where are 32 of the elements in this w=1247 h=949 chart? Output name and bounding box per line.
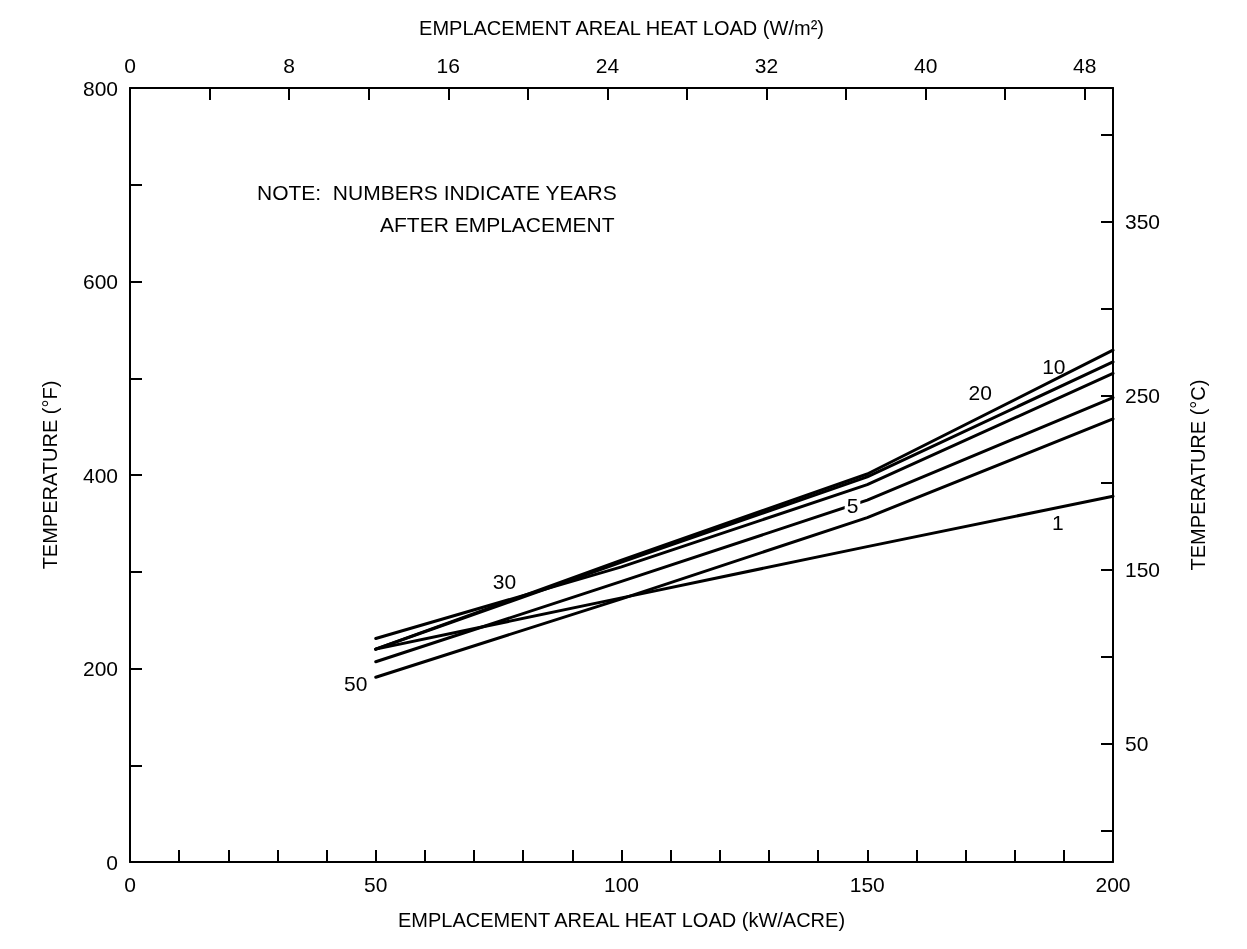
y2-axis-title: TEMPERATURE (°C) — [1187, 379, 1209, 571]
series-label: 50 — [344, 671, 368, 695]
x-axis-title: EMPLACEMENT AREAL HEAT LOAD (kW/ACRE) — [397, 909, 846, 931]
series-label: 10 — [1042, 355, 1066, 379]
x-tick-label: 50 — [364, 873, 388, 896]
x2-tick-label: 32 — [754, 54, 779, 77]
y-tick-label: 0 — [106, 850, 118, 874]
y2-tick-label: 50 — [1125, 732, 1149, 756]
series-label: 1 — [1052, 510, 1064, 534]
y-tick-label: 600 — [82, 270, 118, 293]
x2-tick-label: 0 — [124, 54, 136, 77]
series-label: 5 — [846, 493, 859, 517]
x2-tick-label: 48 — [1073, 54, 1097, 77]
y-tick-label: 200 — [82, 657, 118, 680]
y-axis-title: TEMPERATURE (°F) — [39, 380, 61, 570]
x2-axis-title: EMPLACEMENT AREAL HEAT LOAD (W/m²) — [419, 17, 824, 39]
x2-tick-label: 8 — [283, 54, 295, 77]
y-tick-label: 800 — [82, 76, 118, 100]
x-tick-label: 100 — [603, 873, 640, 896]
x2-tick-label: 16 — [436, 54, 460, 77]
y2-tick-label: 250 — [1125, 384, 1161, 408]
y2-tick-label: 350 — [1125, 210, 1161, 234]
x-tick-label: 200 — [1095, 873, 1131, 896]
x2-tick-label: 40 — [913, 54, 938, 77]
y-tick-label: 400 — [82, 463, 118, 487]
series-label: 20 — [968, 380, 992, 404]
y2-tick-label: 150 — [1125, 558, 1161, 582]
series-label: 30 — [492, 570, 517, 594]
x-tick-label: 150 — [849, 873, 885, 896]
x2-tick-label: 24 — [595, 54, 620, 77]
x-tick-label: 0 — [124, 873, 136, 896]
annotation: NOTE: NUMBERS INDICATE YEARS AFTER EMPLACEMENT — [257, 180, 617, 236]
